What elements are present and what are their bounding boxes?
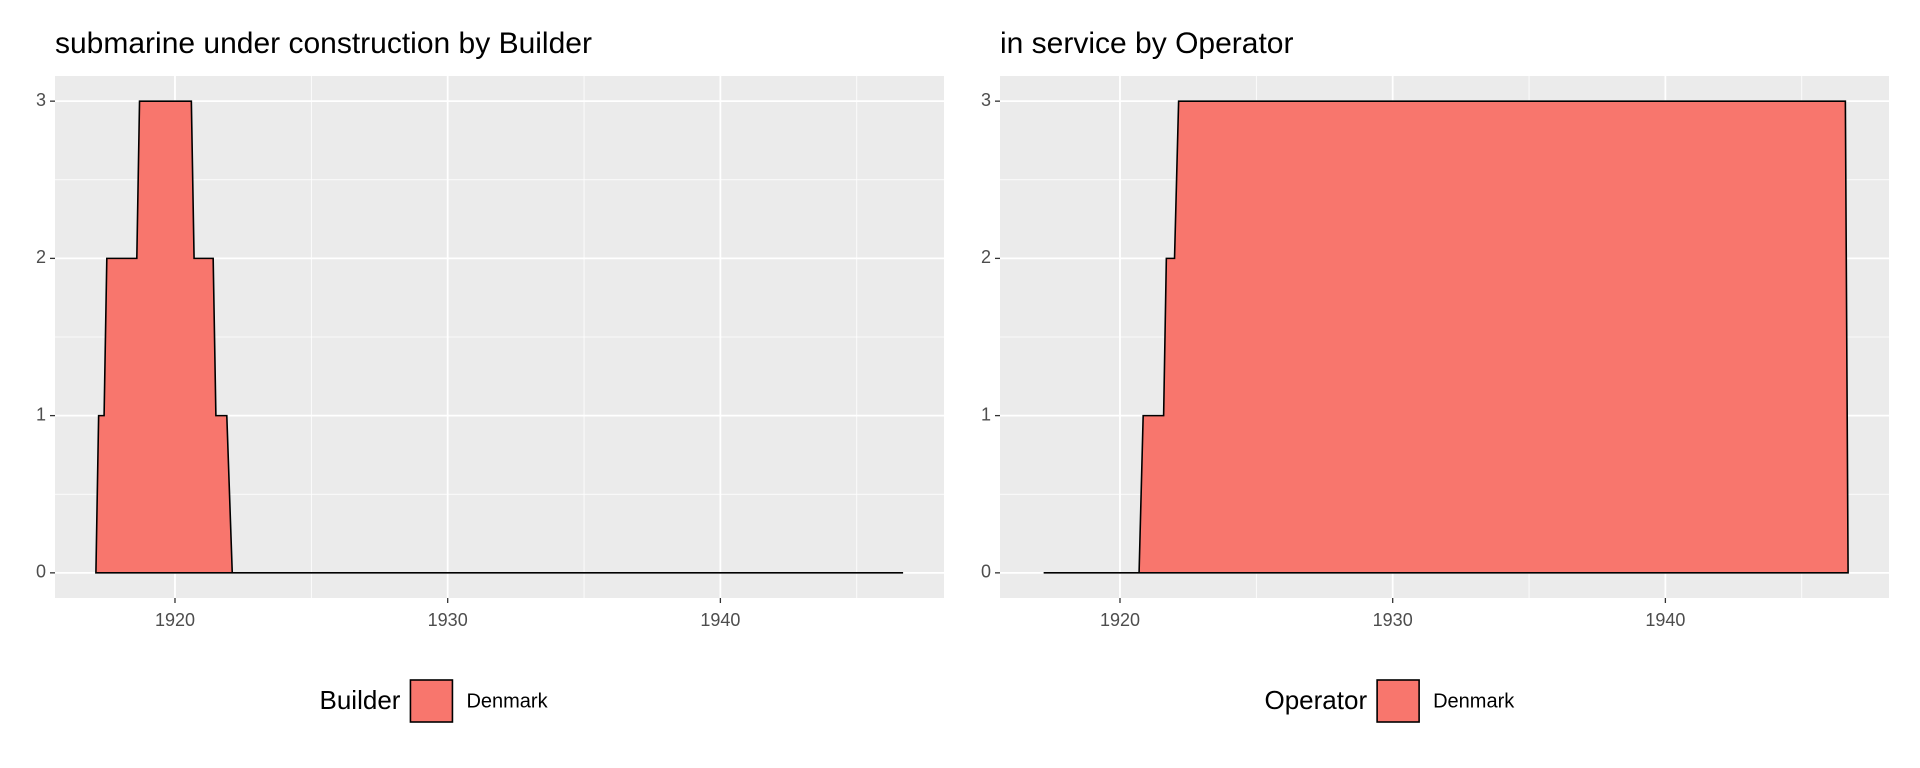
y-tick-label: 3 — [36, 90, 46, 110]
y-tick-label: 0 — [981, 562, 991, 582]
area — [1043, 100, 1849, 574]
chart-title: in service by Operator — [1000, 27, 1293, 60]
y-tick-label: 2 — [981, 247, 991, 267]
y-tick-label: 2 — [36, 247, 46, 267]
x-tick-label: 1920 — [155, 610, 195, 630]
y-tick-label: 0 — [36, 562, 46, 582]
legend-title: Operator — [1265, 685, 1368, 715]
y-tick-label: 3 — [981, 90, 991, 110]
x-tick-label: 1930 — [428, 610, 468, 630]
legend-title: Builder — [320, 685, 401, 715]
legend-key — [1376, 679, 1420, 723]
x-tick-label: 1940 — [700, 610, 740, 630]
legend-label: Denmark — [466, 690, 548, 712]
x-tick-label: 1930 — [1373, 610, 1413, 630]
y-tick-label: 1 — [36, 404, 46, 424]
area — [95, 100, 904, 574]
legend-label: Denmark — [1433, 690, 1515, 712]
legend-key — [409, 679, 454, 723]
x-tick-label: 1940 — [1645, 610, 1685, 630]
chart-title: submarine under construction by Builder — [55, 27, 592, 60]
x-tick-label: 1920 — [1100, 610, 1140, 630]
y-tick-label: 1 — [981, 404, 991, 424]
